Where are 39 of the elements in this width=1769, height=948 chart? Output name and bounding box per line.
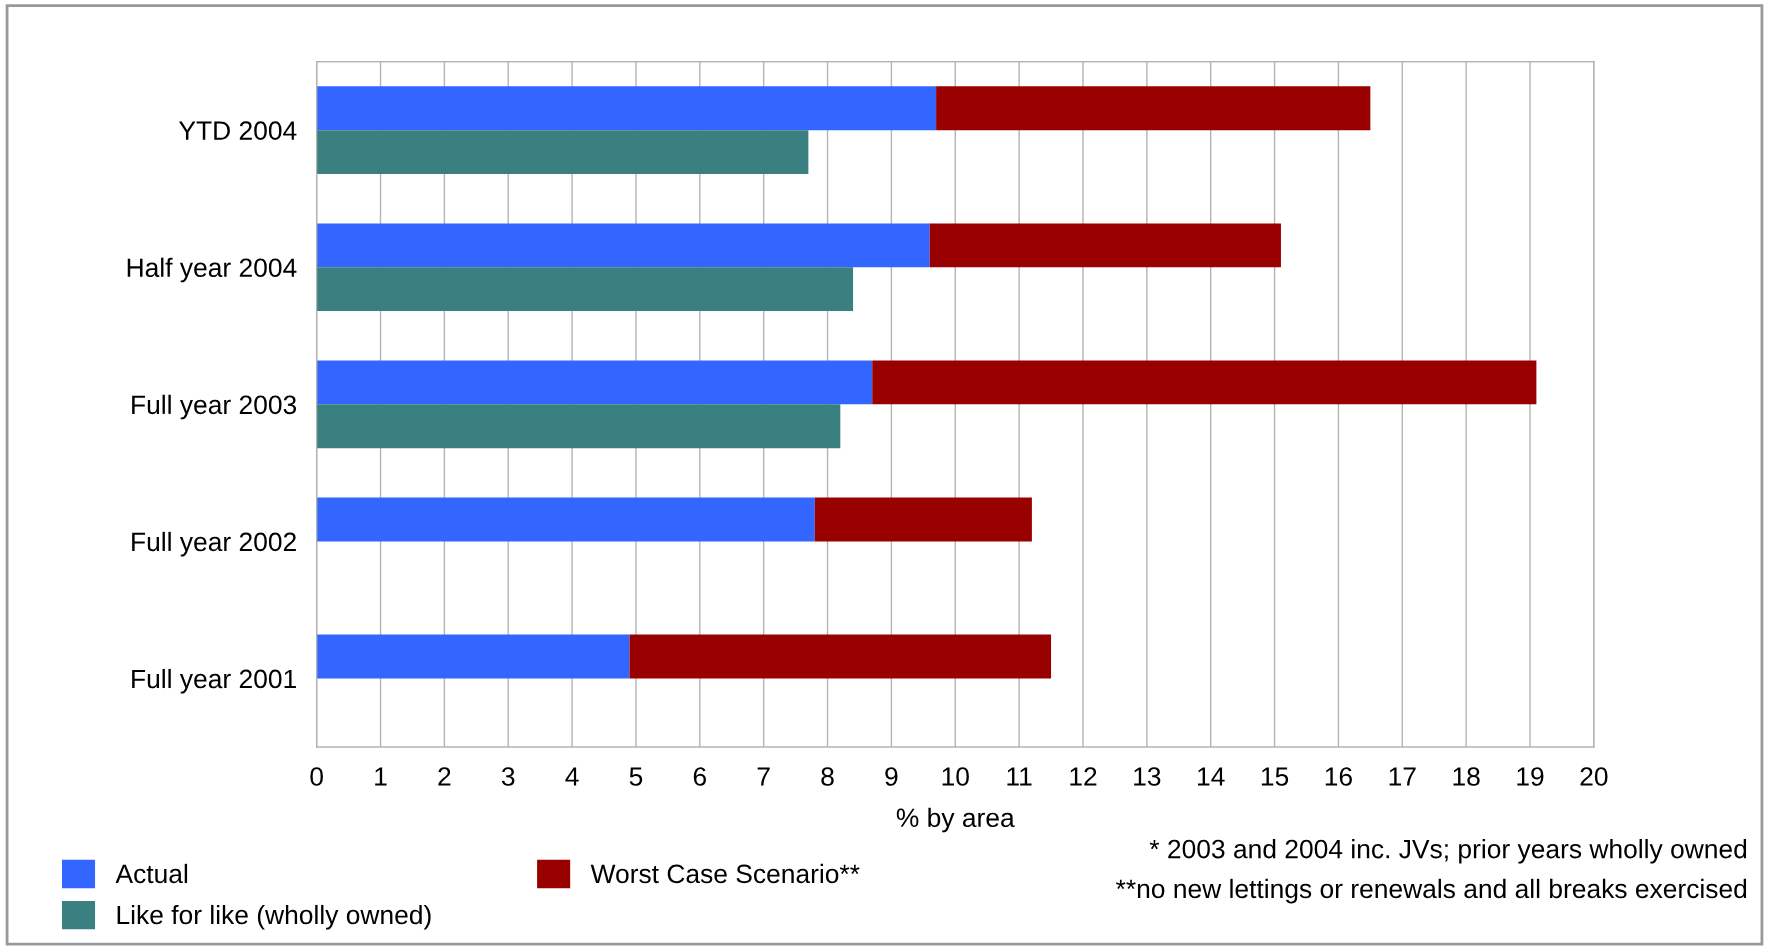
bar bbox=[316, 497, 815, 542]
legend-label: Like for like (wholly owned) bbox=[117, 904, 431, 930]
text: * 2003 and 2004 inc. JVs; prior years wholly owned bbox=[1149, 839, 1747, 864]
bar bbox=[936, 86, 1371, 131]
y-tick-label: Full year 2001 bbox=[132, 668, 296, 694]
y-tick-label: Full year 2002 bbox=[132, 531, 296, 557]
y-tick-label: Half year 2004 bbox=[127, 257, 297, 283]
x-tick-label: 18 bbox=[1453, 767, 1480, 786]
x-tick-label: 13 bbox=[1134, 767, 1161, 786]
y-tick-label: YTD 2004 bbox=[178, 121, 297, 140]
x-tick-label: 5 bbox=[629, 767, 643, 786]
x-tick-label: 15 bbox=[1261, 767, 1289, 786]
x-tick-label: 3 bbox=[501, 767, 515, 786]
bar bbox=[872, 360, 1537, 405]
legend-label: Worst Case Scenario** bbox=[590, 863, 860, 884]
x-tick-label: 7 bbox=[757, 767, 770, 786]
text: **no new lettings or renewals and all breaks exercised bbox=[1116, 878, 1747, 904]
x-axis-title: % by area bbox=[896, 807, 1015, 833]
bar bbox=[316, 634, 630, 679]
bar bbox=[629, 634, 1052, 679]
x-tick-label: 12 bbox=[1070, 767, 1097, 786]
x-tick-label: 8 bbox=[821, 767, 834, 786]
x-tick-label: 0 bbox=[310, 767, 323, 786]
x-tick-label: 4 bbox=[565, 767, 579, 786]
x-tick-label: 16 bbox=[1325, 767, 1352, 786]
x-tick-label: 19 bbox=[1517, 767, 1544, 786]
x-tick-label: 9 bbox=[885, 767, 898, 786]
x-tick-label: 14 bbox=[1198, 767, 1225, 786]
legend-label: Actual bbox=[115, 863, 188, 884]
x-tick-label: 10 bbox=[942, 767, 969, 786]
bar bbox=[929, 223, 1281, 268]
x-tick-label: 1 bbox=[375, 767, 387, 786]
y-tick-label: Full year 2003 bbox=[132, 394, 297, 420]
x-tick-label: 11 bbox=[1007, 767, 1032, 786]
bar bbox=[814, 497, 1032, 542]
x-tick-label: 20 bbox=[1580, 767, 1608, 786]
x-tick-label: 17 bbox=[1389, 767, 1416, 786]
x-tick-label: 6 bbox=[693, 767, 706, 786]
x-tick-label: 2 bbox=[438, 767, 451, 786]
